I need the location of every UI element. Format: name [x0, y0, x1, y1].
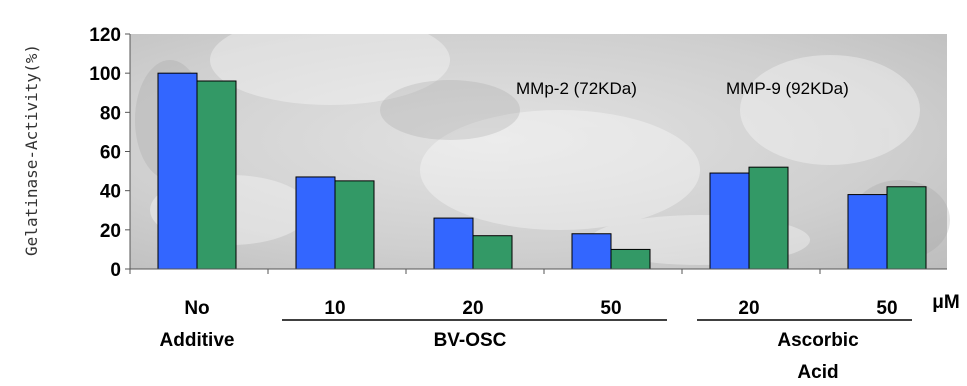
bar-mmp9-2 [472, 235, 513, 270]
legend-item-mmp2: MMp-2 (72KDa) [516, 79, 637, 98]
group-label-ascorbic: Ascorbic [777, 330, 859, 351]
y-tick-label: 80 [100, 103, 121, 124]
bar-mmp2-5 [847, 194, 888, 270]
y-tick-label: 120 [89, 25, 121, 46]
bar-mmp2-4 [709, 172, 750, 270]
y-axis-label: Gelatinase-Activity(%) [22, 44, 41, 256]
bar-mmp2-1 [295, 176, 336, 270]
bar-mmp2-3 [571, 233, 612, 270]
y-tick-label: 60 [100, 143, 121, 164]
group-label-acid: Acid [797, 362, 838, 383]
group-label-bvosc: BV-OSC [434, 330, 507, 351]
category-label-additive: Additive [160, 330, 235, 351]
bar-mmp2-0 [157, 72, 198, 270]
bar-mmp2-2 [433, 217, 474, 270]
y-tick-label: 40 [100, 182, 121, 203]
category-label-20-bvosc: 20 [462, 298, 483, 319]
bar-mmp9-5 [886, 186, 927, 270]
bar-mmp9-4 [748, 166, 789, 270]
y-tick-label: 0 [110, 260, 121, 281]
unit-label: μM [932, 292, 959, 313]
y-tick-label: 100 [89, 64, 121, 85]
x-axis [129, 268, 947, 274]
bar-mmp9-0 [196, 80, 237, 270]
y-axis: 0 20 40 60 80 100 120 [89, 25, 131, 281]
y-tick-label: 20 [100, 221, 121, 242]
bars [157, 72, 927, 270]
category-label-20-ascorbic: 20 [738, 298, 759, 319]
category-label-50-bvosc: 50 [600, 298, 621, 319]
plot-area [130, 34, 947, 269]
legend-item-mmp9: MMP-9 (92KDa) [726, 79, 849, 98]
category-label-no: No [184, 298, 209, 319]
category-label-50-ascorbic: 50 [876, 298, 897, 319]
bar-mmp9-1 [334, 180, 375, 270]
category-label-10: 10 [324, 298, 345, 319]
bar-mmp9-3 [610, 248, 651, 270]
